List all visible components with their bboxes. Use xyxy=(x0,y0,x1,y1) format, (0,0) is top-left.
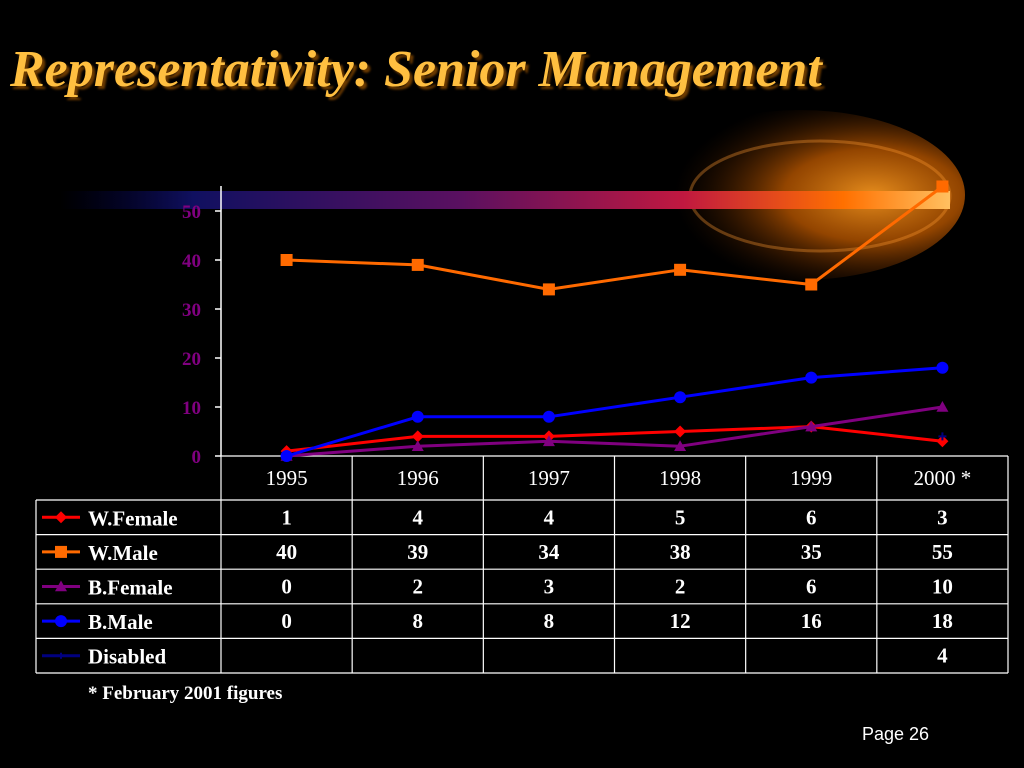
table-cell-value: 4 xyxy=(413,505,424,529)
table-cell-value: 4 xyxy=(544,505,555,529)
data-point xyxy=(936,435,949,448)
table-cell-value: 16 xyxy=(801,609,822,633)
x-category-label: 2000 * xyxy=(914,466,972,490)
table-cell-value: 35 xyxy=(801,540,822,564)
data-point xyxy=(542,410,555,423)
data-point xyxy=(936,180,949,193)
table-cell-value: 1 xyxy=(281,505,292,529)
table-cell-value: 12 xyxy=(670,609,691,633)
table-cell-value: 34 xyxy=(538,540,560,564)
x-category-label: 1998 xyxy=(659,466,701,490)
legend-label: Disabled xyxy=(88,645,167,669)
table-cell-value: 8 xyxy=(544,609,555,633)
legend-key-marker xyxy=(55,511,67,524)
data-point xyxy=(938,432,947,441)
series-line xyxy=(286,366,943,458)
data-point xyxy=(674,440,687,451)
legend-label: W.Male xyxy=(88,541,158,565)
table-cell-value: 10 xyxy=(932,575,953,599)
table-cell-value: 5 xyxy=(675,505,686,529)
x-category-label: 1997 xyxy=(528,466,570,490)
table-cell-value: 3 xyxy=(937,505,948,529)
data-point xyxy=(674,263,687,276)
table-cell-value: 39 xyxy=(407,540,428,564)
y-tick-label: 40 xyxy=(182,251,201,272)
data-point xyxy=(542,283,555,296)
table-cell-value: 40 xyxy=(276,540,297,564)
x-category-label: 1995 xyxy=(266,466,308,490)
slide-title: Representativity: Senior Management xyxy=(10,41,822,98)
data-point xyxy=(936,361,949,374)
legend-label: W.Female xyxy=(88,506,178,530)
y-tick-label: 50 xyxy=(182,202,201,223)
series-line xyxy=(286,425,943,453)
table-cell-value: 3 xyxy=(544,575,555,599)
data-point xyxy=(411,410,424,423)
table-cell-value: 8 xyxy=(413,609,424,633)
y-tick-label: 0 xyxy=(192,447,202,468)
table-cell-value: 2 xyxy=(675,575,686,599)
y-tick-label: 10 xyxy=(182,398,201,419)
table-cell-value: 6 xyxy=(806,575,817,599)
data-point xyxy=(805,371,818,384)
table-cell-value: 18 xyxy=(932,609,953,633)
data-point xyxy=(674,391,687,404)
data-point xyxy=(411,440,424,451)
table-cell-value: 38 xyxy=(670,540,691,564)
data-point xyxy=(280,450,293,462)
legend-key-marker xyxy=(55,615,67,628)
x-category-label: 1996 xyxy=(397,466,439,490)
data-point xyxy=(411,430,424,443)
footnote: * February 2001 figures xyxy=(88,683,283,704)
y-tick-label: 20 xyxy=(182,349,201,370)
legend-key-marker xyxy=(55,545,67,558)
data-point xyxy=(411,258,424,271)
data-point xyxy=(674,425,687,438)
legend-key-marker xyxy=(55,580,67,592)
data-point xyxy=(936,401,949,412)
series-line xyxy=(286,185,944,291)
table-cell-value: 4 xyxy=(937,644,948,668)
table-cell-value: 0 xyxy=(281,575,292,599)
data-point xyxy=(280,254,293,266)
x-category-label: 1999 xyxy=(790,466,832,490)
legend-key-marker xyxy=(58,652,64,659)
table-cell-value: 55 xyxy=(932,540,953,564)
data-point xyxy=(542,435,555,447)
decorative-glow xyxy=(60,110,965,280)
legend-label: B.Male xyxy=(88,610,153,634)
data-point xyxy=(805,278,818,291)
table-cell-value: 0 xyxy=(281,609,292,633)
legend-label: B.Female xyxy=(88,576,173,600)
table-cell-value: 6 xyxy=(806,505,817,529)
page-number: Page 26 xyxy=(862,724,930,744)
data-point xyxy=(805,420,818,432)
series-line xyxy=(286,405,943,458)
y-tick-label: 30 xyxy=(182,300,201,321)
table-cell-value: 2 xyxy=(413,575,424,599)
